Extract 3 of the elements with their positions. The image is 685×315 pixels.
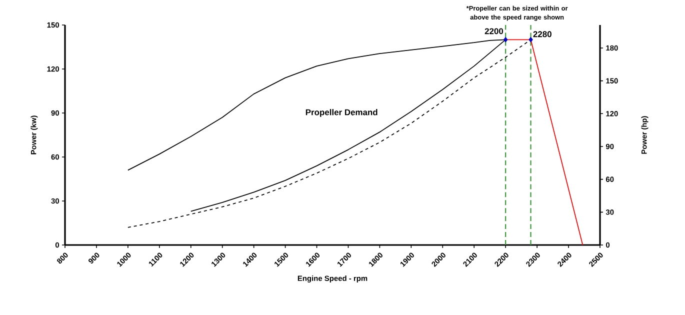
ref-line-label: 2200 (484, 28, 504, 34)
ref-line-label: 2280 (533, 31, 552, 38)
annotation: Propeller Demand (306, 109, 378, 117)
